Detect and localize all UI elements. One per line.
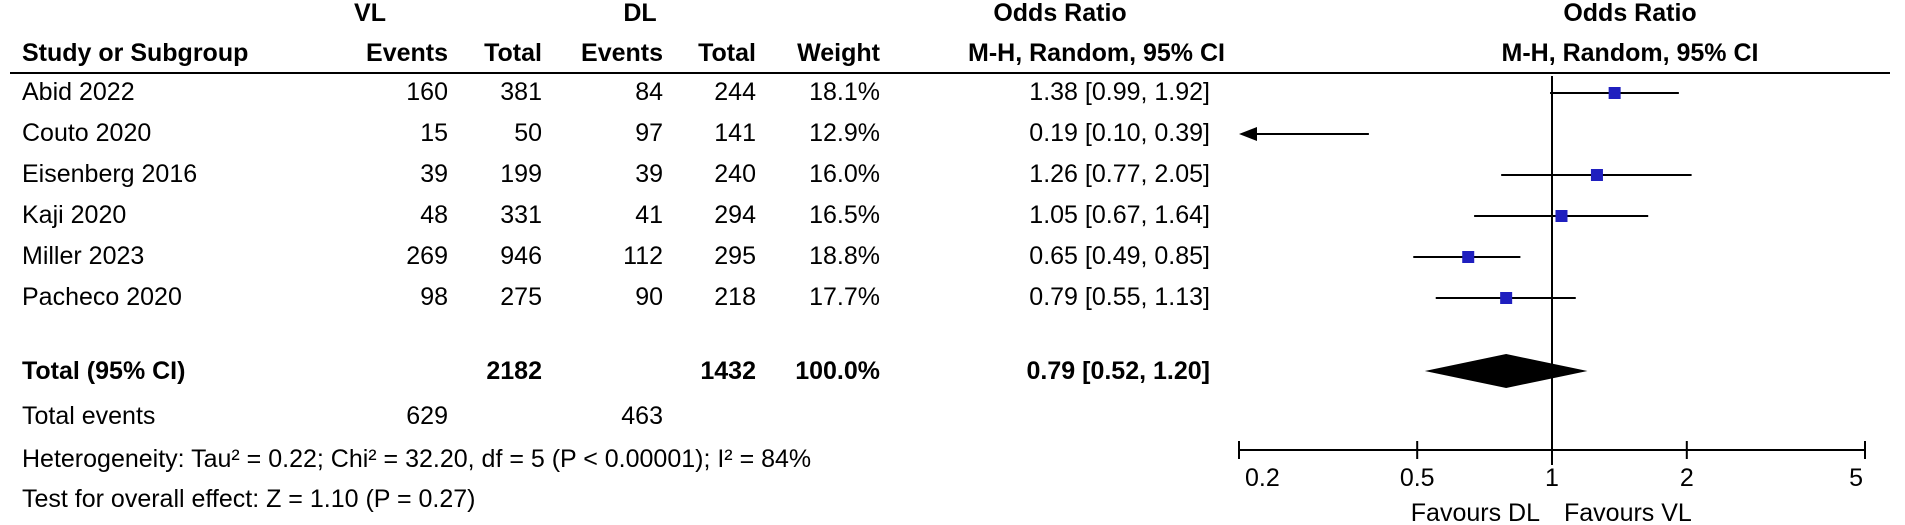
- vl-group-header: VL: [354, 0, 386, 27]
- study-name: Pacheco 2020: [22, 283, 182, 311]
- x-axis-tick-label: 0.2: [1245, 464, 1280, 492]
- dl-total-header: Total: [698, 39, 756, 67]
- vl-events: 160: [406, 78, 448, 106]
- heterogeneity-text: Heterogeneity: Tau² = 0.22; Chi² = 32.20…: [22, 445, 812, 473]
- x-axis-tick-label: 1: [1545, 464, 1559, 492]
- study-name: Couto 2020: [22, 119, 152, 147]
- overall-effect-text: Test for overall effect: Z = 1.10 (P = 0…: [22, 485, 476, 513]
- dl-total: 294: [714, 201, 756, 229]
- weight: 17.7%: [809, 283, 880, 311]
- or-ci-text: 0.65 [0.49, 0.85]: [1029, 242, 1210, 270]
- favours-vl-label: Favours VL: [1564, 499, 1692, 525]
- dl-total: 141: [714, 119, 756, 147]
- vl-events: 39: [420, 160, 448, 188]
- weight-header: Weight: [797, 39, 880, 67]
- x-axis-tick-label: 2: [1680, 464, 1694, 492]
- vl-events-header: Events: [366, 39, 448, 67]
- dl-events: 84: [635, 78, 663, 106]
- dl-total: 218: [714, 283, 756, 311]
- total-weight: 100.0%: [795, 357, 880, 385]
- or-ci-text: 1.05 [0.67, 1.64]: [1029, 201, 1210, 229]
- method-header: M-H, Random, 95% CI: [968, 39, 1225, 67]
- study-point-estimate: [1590, 169, 1603, 181]
- total-or-text: 0.79 [0.52, 1.20]: [1026, 357, 1210, 385]
- study-point-estimate: [1608, 87, 1621, 99]
- weight: 12.9%: [809, 119, 880, 147]
- study-name: Miller 2023: [22, 242, 145, 270]
- vl-events: 48: [420, 201, 448, 229]
- vl-events: 15: [420, 119, 448, 147]
- study-name: Kaji 2020: [22, 201, 127, 229]
- or-ci-text: 0.19 [0.10, 0.39]: [1029, 119, 1210, 147]
- header-rule: [10, 72, 1890, 74]
- favours-dl-label: Favours DL: [1411, 499, 1540, 525]
- total-dl-total: 1432: [700, 357, 756, 385]
- odds-ratio-header: Odds Ratio: [993, 0, 1127, 27]
- total-vl-total: 2182: [486, 357, 542, 385]
- weight: 16.0%: [809, 160, 880, 188]
- vl-total: 199: [500, 160, 542, 188]
- dl-total: 244: [714, 78, 756, 106]
- x-axis-tick-label: 0.5: [1400, 464, 1435, 492]
- dl-total: 240: [714, 160, 756, 188]
- dl-events: 112: [623, 242, 663, 270]
- study-point-estimate: [1462, 251, 1475, 263]
- vl-total: 946: [500, 242, 542, 270]
- dl-events: 97: [635, 119, 663, 147]
- vl-total: 50: [514, 119, 542, 147]
- or-ci-text: 1.38 [0.99, 1.92]: [1029, 78, 1210, 106]
- or-ci-text: 0.79 [0.55, 1.13]: [1029, 283, 1210, 311]
- study-point-estimate: [1500, 292, 1513, 304]
- dl-events: 90: [635, 283, 663, 311]
- or-ci-text: 1.26 [0.77, 2.05]: [1029, 160, 1210, 188]
- vl-total-header: Total: [484, 39, 542, 67]
- weight: 18.1%: [809, 78, 880, 106]
- vl-total: 275: [500, 283, 542, 311]
- vl-total: 331: [500, 201, 542, 229]
- total-events-vl: 629: [406, 402, 448, 430]
- vl-events: 269: [406, 242, 448, 270]
- weight: 16.5%: [809, 201, 880, 229]
- study-name: Eisenberg 2016: [22, 160, 198, 188]
- study-column-header: Study or Subgroup: [22, 39, 249, 67]
- ci-truncation-arrow: [1239, 127, 1257, 141]
- dl-total: 295: [714, 242, 756, 270]
- dl-events: 41: [635, 201, 663, 229]
- weight: 18.8%: [809, 242, 880, 270]
- total-label: Total (95% CI): [22, 357, 186, 385]
- vl-total: 381: [500, 78, 542, 106]
- pooled-diamond: [1424, 354, 1588, 388]
- plot-method-header: M-H, Random, 95% CI: [1501, 39, 1759, 67]
- study-name: Abid 2022: [22, 78, 135, 106]
- total-events-dl: 463: [621, 402, 663, 430]
- total-events-label: Total events: [22, 402, 156, 430]
- dl-events-header: Events: [581, 39, 663, 67]
- dl-events: 39: [635, 160, 663, 188]
- study-point-estimate: [1555, 210, 1568, 222]
- dl-group-header: DL: [623, 0, 657, 27]
- x-axis-tick-label: 5: [1849, 464, 1863, 492]
- vl-events: 98: [420, 283, 448, 311]
- plot-title: Odds Ratio: [1563, 0, 1697, 27]
